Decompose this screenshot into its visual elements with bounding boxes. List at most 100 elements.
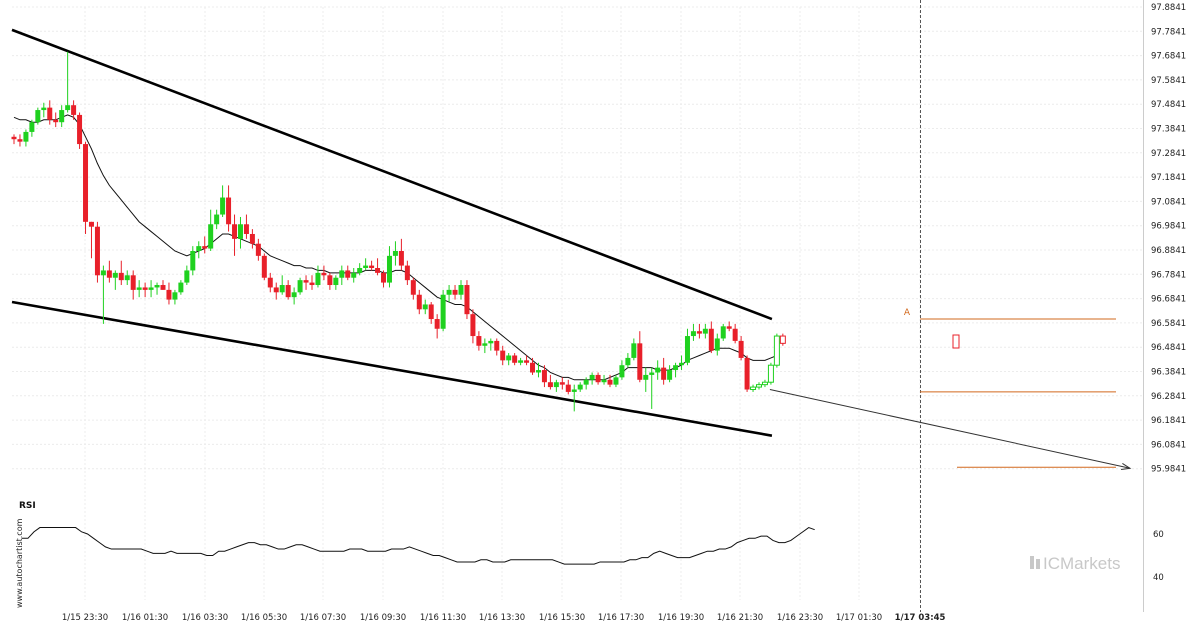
x-tick-label: 1/16 19:30 (658, 613, 704, 623)
candle-body (357, 268, 363, 273)
rsi-panel: RSI 60 40 www.autochartist.com (15, 501, 1164, 608)
candlesticks (11, 51, 786, 412)
candle-body (601, 379, 607, 383)
candle-body (345, 270, 351, 278)
candle-body (410, 280, 416, 295)
candle-body (488, 340, 494, 344)
y-tick-label: 97.7841 (1151, 27, 1186, 37)
candle-body (160, 285, 166, 290)
candle-body (267, 277, 273, 288)
candle-body (500, 350, 506, 361)
candle-body (428, 304, 434, 320)
ma-line (13, 114, 778, 381)
candle-body (321, 272, 327, 276)
candle-body (458, 285, 464, 295)
candle-body (327, 275, 333, 286)
candle-body (565, 384, 571, 392)
y-tick-label: 97.6841 (1151, 52, 1186, 62)
candle-body (649, 372, 655, 375)
candle-body (208, 224, 214, 249)
y-tick-label: 96.2841 (1151, 392, 1186, 402)
candle-body (11, 136, 17, 140)
y-tick-label: 96.1841 (1151, 416, 1186, 426)
y-tick-label: 95.9841 (1151, 465, 1186, 475)
candle-body (476, 336, 482, 346)
candle-body (309, 282, 315, 286)
x-tick-label: 1/16 21:30 (717, 613, 763, 623)
y-tick-label: 96.3841 (1151, 368, 1186, 378)
candle-body (166, 289, 172, 300)
trend-channel (11, 28, 773, 437)
candle-body (625, 357, 631, 366)
x-tick-label: 1/16 17:30 (598, 613, 644, 623)
candle-body (512, 355, 518, 363)
candle-body (553, 382, 559, 388)
candle-body (77, 114, 83, 145)
x-axis-tick-labels: 1/15 23:30 1/16 01:30 1/16 03:30 1/16 05:30… (62, 613, 946, 623)
candle-body (273, 287, 279, 293)
candle-body (767, 364, 774, 383)
rsi-tick-label: 60 (1153, 530, 1164, 540)
candle-body (249, 233, 255, 244)
candle-body (720, 326, 726, 339)
moving-average (13, 114, 778, 381)
candle-body (29, 122, 35, 132)
candle-body (726, 326, 732, 329)
candle-body (154, 285, 160, 288)
y-tick-label: 97.5841 (1151, 76, 1186, 86)
candle-body (702, 328, 708, 334)
candle-body (94, 226, 100, 276)
candle-body (761, 381, 768, 386)
candle-body (333, 277, 339, 286)
y-tick-label: 96.5841 (1151, 319, 1186, 329)
candle-body (673, 365, 679, 371)
candle-body (684, 336, 690, 363)
candle-body (35, 110, 41, 123)
x-tick-label: 1/16 09:30 (360, 613, 406, 623)
candle-body (547, 382, 553, 388)
candle-body (17, 139, 23, 142)
projection: A (769, 308, 1132, 470)
y-tick-label: 97.4841 (1151, 100, 1186, 110)
y-tick-label: 96.0841 (1151, 440, 1186, 450)
channel-lower-line (11, 300, 773, 437)
y-tick-label: 96.6841 (1151, 295, 1186, 305)
candle-body (744, 357, 750, 390)
y-axis-tick-labels: 97.8841 97.7841 97.6841 97.5841 97.4841 97.38… (1151, 3, 1186, 475)
candle-body (655, 367, 661, 373)
candle-body (351, 272, 357, 278)
y-tick-label: 97.2841 (1151, 149, 1186, 159)
candle-body (779, 335, 786, 344)
candle-body (524, 360, 530, 363)
candle-body (386, 255, 392, 283)
candle-body (297, 280, 303, 293)
candle-body (315, 272, 321, 286)
channel-upper-line (11, 28, 773, 321)
candle-body (285, 285, 291, 298)
brand: ICMarkets (1030, 554, 1120, 573)
brand-name: ICMarkets (1043, 554, 1120, 573)
candle-body (667, 370, 673, 380)
candle-body (661, 367, 667, 380)
candle-body (690, 331, 696, 337)
y-tick-label: 97.3841 (1151, 125, 1186, 135)
y-tick-label: 97.8841 (1151, 3, 1186, 13)
brand-icon (1030, 556, 1034, 569)
y-tick-label: 96.7841 (1151, 270, 1186, 280)
candle-body (416, 294, 422, 310)
rsi-tick-label: 40 (1153, 573, 1164, 583)
candle-body (422, 304, 428, 310)
projected-candle (952, 334, 960, 349)
candle-body (196, 246, 202, 251)
candle-body (220, 197, 226, 215)
candle-body (124, 275, 130, 281)
candle-body (130, 275, 136, 290)
candle-body (398, 250, 404, 266)
candle-body (190, 250, 196, 271)
candle-body (100, 270, 106, 276)
candle-body (714, 338, 720, 351)
candle-body (118, 272, 124, 281)
x-tick-label: 1/16 13:30 (479, 613, 525, 623)
candle-body (214, 214, 220, 225)
